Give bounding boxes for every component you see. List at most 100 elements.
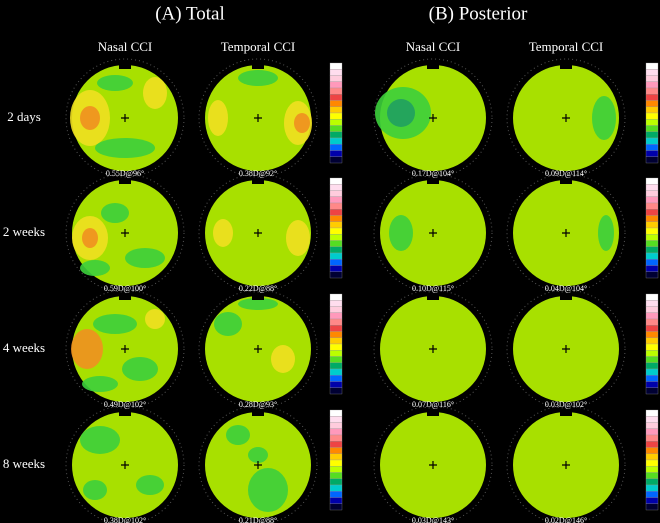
color-scale-step: [645, 447, 659, 454]
color-scale-step: [645, 100, 659, 107]
map-region: [80, 260, 110, 276]
map-notch: [252, 178, 264, 184]
color-scale-step: [329, 137, 343, 145]
color-scale-step: [329, 234, 343, 241]
color-scale-step: [645, 484, 659, 492]
color-scale-step: [645, 75, 659, 82]
center-cross: [562, 229, 570, 237]
color-scale-step: [645, 318, 659, 326]
map-ring: [198, 173, 318, 293]
color-scale-step: [329, 209, 343, 216]
map-caption: 0.07D@116°: [412, 400, 454, 409]
color-scale-step: [329, 300, 343, 307]
color-scale-step: [329, 196, 343, 204]
map-region: [598, 215, 614, 251]
map-region: [97, 75, 133, 91]
color-scale-step: [329, 215, 343, 222]
color-scale-step: [329, 447, 343, 454]
map-notch: [119, 178, 131, 184]
row-label: 2 weeks: [3, 224, 45, 239]
map-notch: [427, 178, 439, 184]
color-scale-step: [329, 125, 343, 132]
map-ring: [373, 173, 493, 293]
center-cross: [121, 229, 129, 237]
row-label: 4 weeks: [3, 340, 45, 355]
map-caption: 0.02D@146°: [545, 516, 587, 523]
color-scale-step: [329, 177, 343, 185]
color-scale-step: [329, 131, 343, 139]
center-cross: [562, 461, 570, 469]
map-ring: [65, 173, 185, 293]
color-scale-step: [329, 503, 343, 511]
color-scale-step: [329, 459, 343, 467]
color-scale-step: [645, 331, 659, 338]
map-region: [122, 357, 158, 381]
color-scale-step: [329, 434, 343, 442]
color-scale-step: [329, 184, 343, 191]
color-scale-step: [645, 497, 659, 504]
center-cross: [429, 114, 437, 122]
color-scale-step: [645, 265, 659, 272]
color-scale-step: [645, 491, 659, 498]
color-scale-step: [329, 331, 343, 338]
color-scale-step: [329, 453, 343, 461]
color-scale-step: [645, 209, 659, 216]
center-cross: [562, 114, 570, 122]
color-scale-step: [645, 350, 659, 357]
color-scale-step: [645, 428, 659, 436]
map-region: [95, 138, 155, 158]
map-notch: [560, 410, 572, 416]
map-notch: [119, 410, 131, 416]
color-scale-step: [645, 69, 659, 76]
color-scale-step: [329, 312, 343, 320]
map-region: [145, 309, 165, 329]
map-notch: [252, 294, 264, 300]
map-ring: [506, 173, 626, 293]
color-scale-step: [329, 356, 343, 363]
map-region: [93, 314, 137, 334]
color-scale-step: [645, 196, 659, 204]
map-notch: [119, 63, 131, 69]
color-scale-step: [645, 150, 659, 157]
color-scale-step: [645, 94, 659, 101]
color-scale-step: [645, 112, 659, 120]
map-region: [82, 228, 98, 248]
color-scale-step: [645, 293, 659, 301]
color-scale-step: [645, 190, 659, 197]
center-cross: [254, 461, 262, 469]
color-scale-step: [329, 491, 343, 498]
color-scale-step: [329, 150, 343, 157]
color-scale-step: [645, 144, 659, 151]
map-caption: 0.38D@92°: [239, 169, 277, 178]
color-scale-step: [329, 240, 343, 247]
map-caption: 0.55D@96°: [106, 169, 144, 178]
color-scale-step: [645, 184, 659, 191]
map-region: [80, 106, 100, 130]
color-scale-step: [329, 318, 343, 326]
color-scale-step: [329, 112, 343, 120]
color-scale-step: [645, 356, 659, 363]
color-scale-step: [645, 381, 659, 388]
color-scale-step: [329, 466, 343, 473]
color-scale-step: [329, 362, 343, 370]
color-scale-step: [329, 484, 343, 492]
color-scale-step: [645, 156, 659, 164]
map-region: [125, 248, 165, 268]
panel-title: (A) Total: [155, 3, 225, 24]
color-scale-step: [645, 312, 659, 320]
color-scale-step: [645, 478, 659, 486]
color-scale-step: [329, 221, 343, 229]
color-scale-step: [329, 190, 343, 197]
map-ring: [65, 58, 185, 178]
color-scale-step: [645, 106, 659, 114]
color-scale-step: [329, 478, 343, 486]
map-caption: 0.59D@100°: [104, 284, 146, 293]
map-ring: [65, 289, 185, 409]
color-scale-step: [329, 119, 343, 126]
map-ring: [506, 405, 626, 523]
color-scale-step: [645, 81, 659, 89]
color-scale-step: [329, 343, 343, 351]
color-scale-step: [645, 62, 659, 70]
center-cross: [562, 345, 570, 353]
center-cross: [121, 114, 129, 122]
